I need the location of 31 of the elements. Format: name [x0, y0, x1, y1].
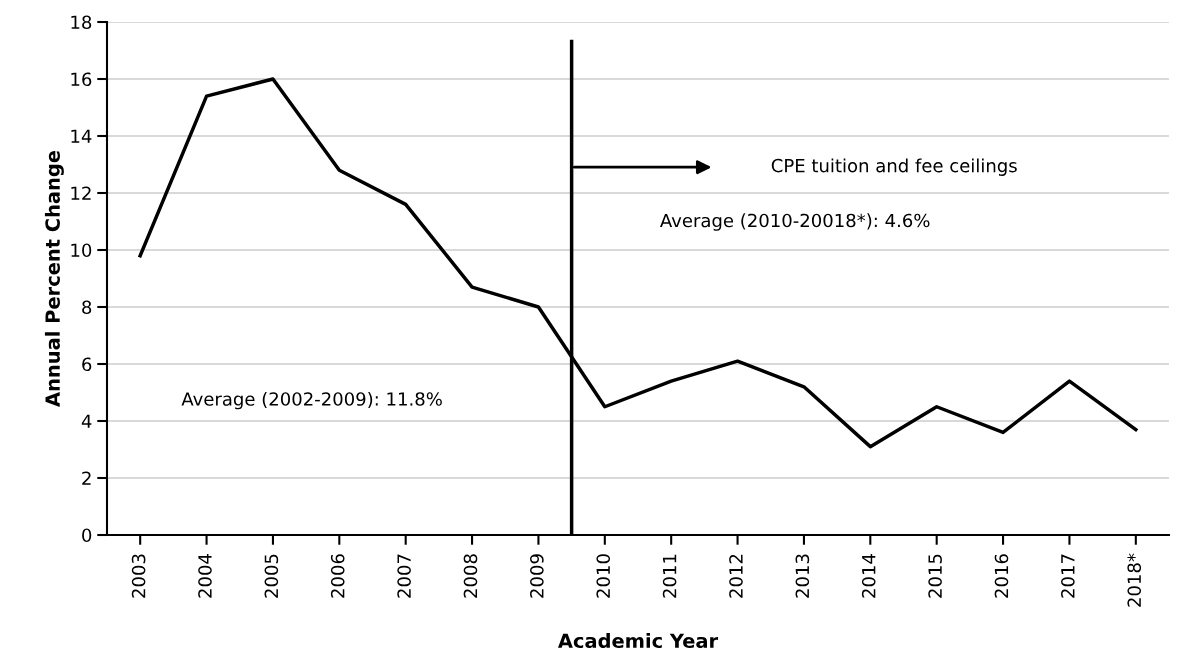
y-tick-label: 12	[71, 186, 91, 200]
y-tick-label: 4	[81, 414, 92, 428]
x-tick-label: 2011	[662, 554, 677, 598]
x-tick-label: 2013	[795, 554, 810, 598]
annotation: Average (2010-20018*): 4.6%	[660, 213, 930, 231]
x-axis-title: Academic Year	[557, 633, 719, 649]
y-tick-label: 2	[82, 471, 91, 485]
y-axis-title: Annual Percent Change	[44, 150, 64, 407]
x-tick-label: 2009	[530, 554, 544, 598]
x-tick-label: 2012	[729, 554, 743, 598]
ref-line-label: CPE tuition and fee ceilings	[771, 158, 1017, 176]
annotation: Average (2002-2009): 11.8%	[181, 391, 442, 410]
y-tick-label: 18	[71, 15, 92, 30]
x-tick-label: 2017	[1061, 554, 1075, 598]
x-tick-label: 2016	[994, 554, 1009, 598]
x-tick-label: 2007	[397, 554, 411, 598]
x-tick-label: 2008	[463, 554, 478, 598]
x-tick-label: 2014	[861, 554, 876, 598]
y-tick-label: 14	[71, 129, 92, 143]
y-tick-label: 10	[71, 243, 92, 258]
x-tick-label: 2015	[928, 554, 942, 598]
x-tick-label: 2010	[596, 554, 611, 598]
y-tick-label: 8	[82, 300, 92, 315]
x-tick-label: 2018*	[1127, 553, 1142, 607]
y-tick-label: 16	[71, 72, 92, 87]
x-tick-label: 2005	[264, 554, 279, 598]
x-tick-label: 2003	[131, 554, 146, 598]
y-tick-label: 6	[82, 357, 92, 372]
x-tick-label: 2004	[198, 554, 212, 598]
y-tick-label: 0	[82, 528, 92, 543]
x-tick-label: 2006	[330, 554, 345, 598]
